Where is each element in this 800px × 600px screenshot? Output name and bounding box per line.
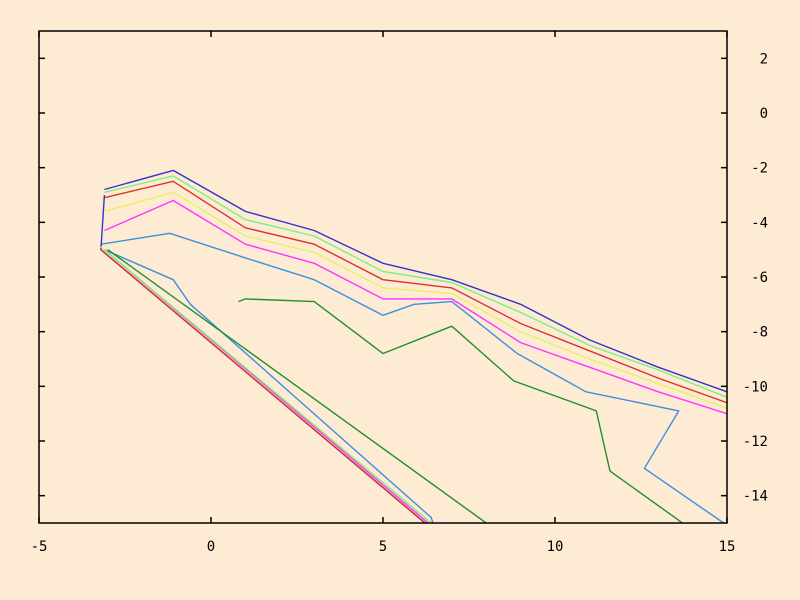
x-tick-label: 0: [207, 539, 215, 555]
series-layer: [100, 169, 727, 523]
contour-line-14: [103, 249, 432, 523]
contour-line-4: [104, 191, 727, 409]
y-tick-label: -10: [743, 379, 768, 395]
contour-line-7: [104, 169, 727, 393]
y-tick-label: -14: [743, 489, 768, 505]
x-tick-label: 10: [547, 539, 564, 555]
y-tick-label: -6: [751, 270, 768, 286]
y-tick-label: -12: [743, 434, 768, 450]
contour-line-2: [100, 232, 724, 523]
y-tick-label: -4: [751, 215, 768, 231]
y-axis: 2 0 -2 -4 -6 -8 -10 -12 -14: [39, 51, 768, 505]
x-tick-label: 15: [719, 539, 736, 555]
contour-line-5: [104, 180, 727, 404]
x-tick-label: 5: [379, 539, 387, 555]
y-tick-label: 0: [760, 106, 768, 122]
contour-line-10: [100, 249, 426, 523]
x-axis: -5 0 5 10 15: [31, 31, 736, 555]
y-tick-label: -2: [751, 161, 768, 177]
contour-line-9: [100, 194, 427, 523]
y-tick-label: 2: [760, 51, 768, 67]
contour-line-3: [104, 199, 727, 415]
contour-line-13: [107, 249, 487, 523]
contour-line-6: [104, 175, 727, 398]
contour-line-8: [104, 249, 434, 523]
y-tick-label: -8: [751, 325, 768, 341]
contour-line-1: [238, 298, 684, 523]
x-tick-label: -5: [31, 539, 48, 555]
